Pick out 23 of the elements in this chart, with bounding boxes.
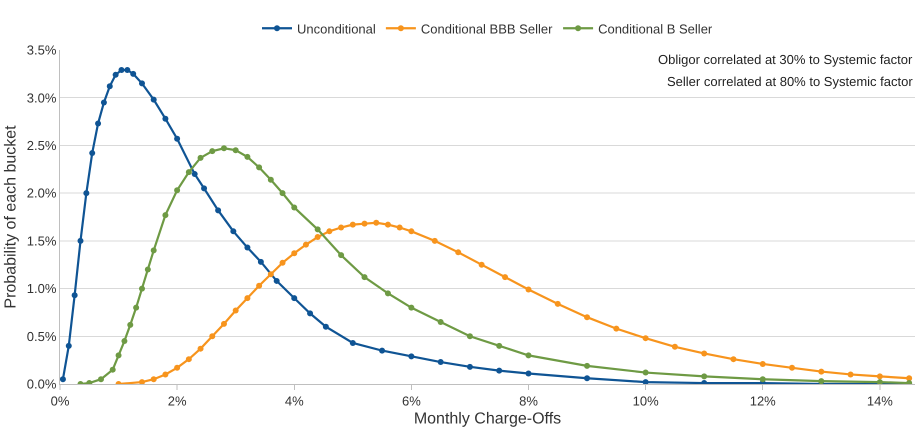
y-tick-label: 2.0% bbox=[26, 186, 57, 201]
legend-label: Conditional B Seller bbox=[598, 21, 713, 36]
y-tick-label: 1.5% bbox=[26, 233, 57, 248]
annotation: Obligor correlated at 30% to Systemic factor bbox=[658, 52, 913, 67]
y-axis-title: Probability of each bucket bbox=[2, 124, 20, 309]
y-tick-label: 1.0% bbox=[26, 281, 57, 296]
x-tick-label: 8% bbox=[519, 394, 538, 409]
x-tick-label: 14% bbox=[866, 394, 894, 409]
legend-label: Conditional BBB Seller bbox=[420, 21, 554, 36]
y-tick-label: 3.5% bbox=[26, 42, 57, 58]
y-tick-label: 0.0% bbox=[26, 376, 57, 392]
x-tick-label: 0% bbox=[50, 394, 70, 409]
x-tick-label: 6% bbox=[402, 394, 422, 409]
y-tick-label: 2.5% bbox=[26, 138, 57, 153]
x-tick-label: 10% bbox=[632, 394, 660, 409]
annotation: Seller correlated at 80% to Systemic factor bbox=[667, 74, 914, 89]
y-tick-label: 0.5% bbox=[26, 328, 57, 344]
y-tick-label: 3.0% bbox=[26, 90, 57, 106]
legend-label: Unconditional bbox=[297, 21, 376, 36]
x-tick-label: 2% bbox=[168, 394, 187, 409]
x-tick-label: 4% bbox=[284, 394, 304, 409]
x-axis-title: Monthly Charge-Offs bbox=[414, 410, 562, 428]
x-tick-label: 12% bbox=[750, 394, 776, 409]
